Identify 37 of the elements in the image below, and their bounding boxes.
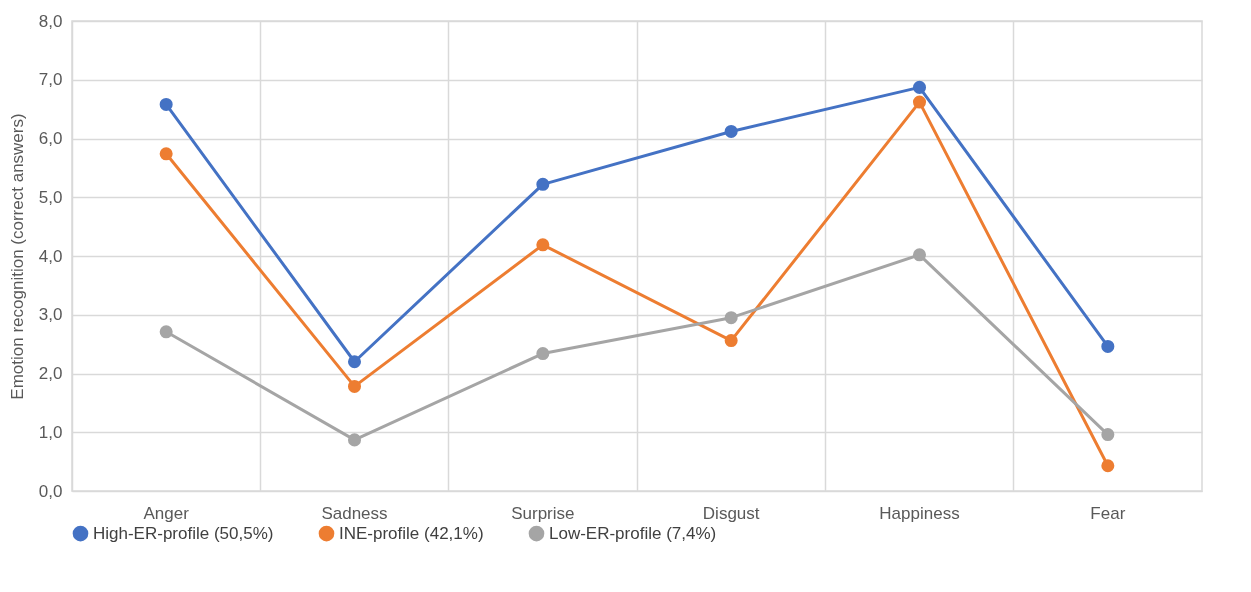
y-tick-label: 0,0 bbox=[38, 481, 63, 501]
point bbox=[1101, 428, 1115, 442]
point bbox=[159, 325, 173, 339]
point bbox=[347, 379, 362, 393]
legend-label: High-ER-profile (50,5%) bbox=[93, 523, 274, 543]
y-tick-label: 2,0 bbox=[38, 364, 63, 383]
point bbox=[912, 95, 927, 109]
x-tick-label: Fear bbox=[1090, 503, 1126, 523]
x-tick-label: Sadness bbox=[321, 503, 388, 523]
point bbox=[724, 334, 738, 348]
point bbox=[536, 238, 550, 252]
x-tick-label: Surprise bbox=[511, 503, 575, 523]
legend-label: INE-profile (42,1%) bbox=[339, 523, 484, 543]
point bbox=[724, 124, 738, 138]
point bbox=[347, 433, 362, 447]
point bbox=[912, 80, 927, 94]
x-tick-label: Disgust bbox=[702, 503, 760, 523]
y-tick-label: 7,0 bbox=[38, 70, 63, 90]
x-tick-label: Anger bbox=[143, 503, 190, 523]
y-tick-label: 4,0 bbox=[38, 246, 63, 266]
y-tick-label: 5,0 bbox=[38, 187, 63, 207]
point bbox=[159, 147, 173, 161]
legend-label: Low-ER-profile (7,4%) bbox=[549, 523, 717, 543]
point bbox=[347, 355, 362, 369]
y-tick-label: 3,0 bbox=[38, 305, 63, 325]
y-tick-label: 8,0 bbox=[38, 11, 63, 31]
point bbox=[1101, 459, 1115, 473]
point bbox=[536, 347, 550, 361]
y-tick-label: 6,0 bbox=[38, 129, 63, 148]
point bbox=[536, 177, 550, 191]
point bbox=[159, 97, 173, 111]
x-tick-label: Happiness bbox=[879, 503, 960, 523]
y-axis-title: Emotion recognition (correct answers) bbox=[7, 113, 27, 400]
point bbox=[1101, 339, 1115, 353]
point bbox=[724, 311, 738, 325]
point bbox=[912, 248, 927, 262]
y-tick-label: 1,0 bbox=[38, 422, 63, 442]
